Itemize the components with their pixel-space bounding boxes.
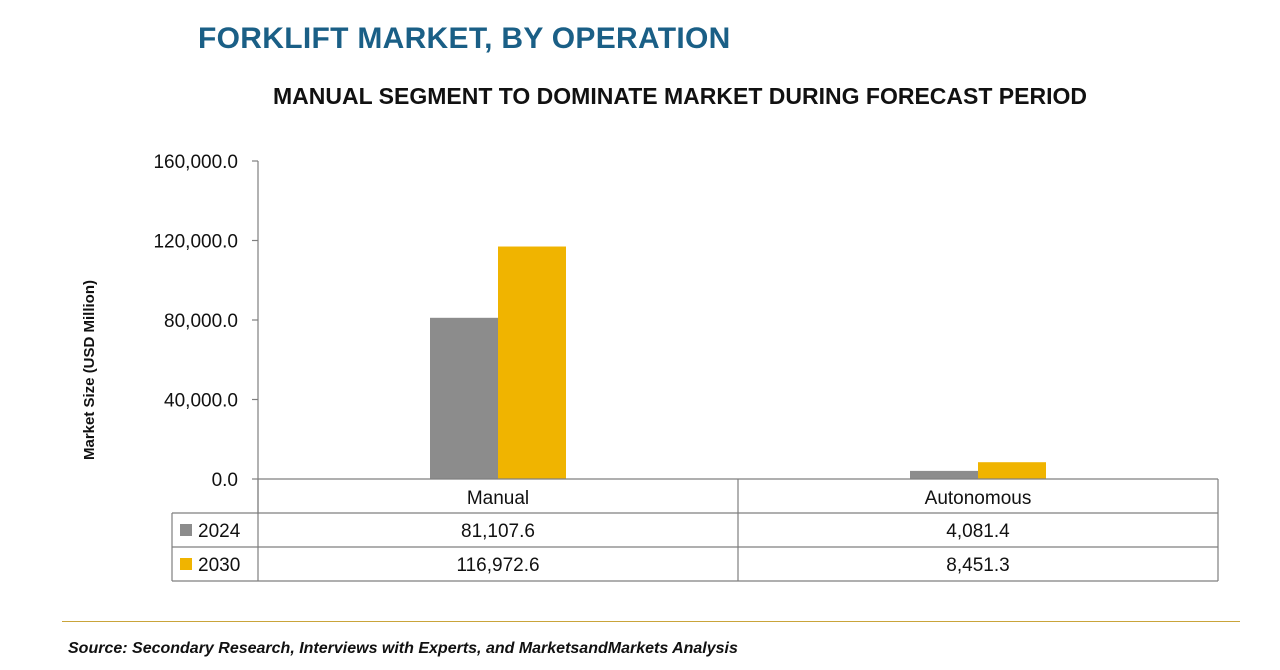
legend-swatch-2030 <box>180 558 192 570</box>
y-axis-label: Market Size (USD Million) <box>81 280 98 460</box>
y-tick-label: 40,000.0 <box>164 391 238 412</box>
bar-autonomous-2024 <box>910 470 978 479</box>
data-label-manual-2030: 116,972.6 <box>456 555 539 576</box>
legend-swatch-2024 <box>180 524 192 536</box>
legend-label-2030: 2030 <box>198 555 240 576</box>
bar-manual-2030 <box>498 246 566 479</box>
data-label-autonomous-2024: 4,081.4 <box>946 521 1010 542</box>
y-tick-label: 160,000.0 <box>153 152 238 173</box>
data-label-autonomous-2030: 8,451.3 <box>946 555 1009 576</box>
x-category-label: Manual <box>467 488 529 509</box>
bar-chart: 0.0 40,000.0 80,000.0 120,000.0 160,000.0 Mar… <box>81 152 1219 582</box>
x-category-label: Autonomous <box>925 488 1032 509</box>
bar-manual-2024 <box>430 317 498 479</box>
chart-subtitle: MANUAL SEGMENT TO DOMINATE MARKET DURING… <box>273 83 1087 109</box>
legend-label-2024: 2024 <box>198 521 241 542</box>
source-note: Source: Secondary Research, Interviews w… <box>68 640 738 657</box>
bar-autonomous-2030 <box>978 462 1046 479</box>
y-tick-label: 120,000.0 <box>153 232 238 253</box>
y-tick-label: 80,000.0 <box>164 311 238 332</box>
chart-title: FORKLIFT MARKET, BY OPERATION <box>198 22 731 55</box>
data-label-manual-2024: 81,107.6 <box>461 521 535 542</box>
y-tick-label: 0.0 <box>212 470 238 491</box>
footer-divider <box>62 621 1240 622</box>
